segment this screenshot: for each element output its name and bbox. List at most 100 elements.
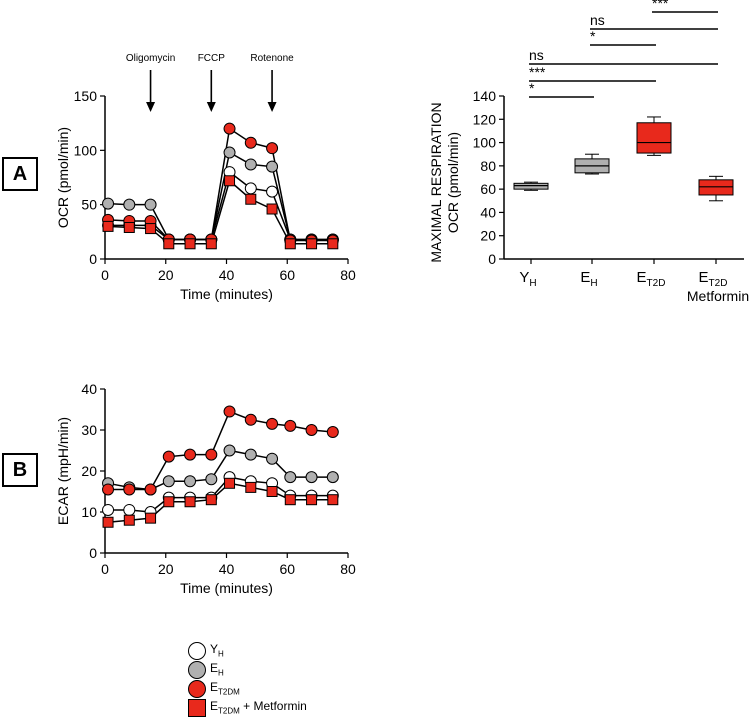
ocr-point: [224, 175, 236, 187]
legend-label: EH: [210, 661, 224, 678]
ecar-point: [163, 496, 175, 508]
ecar-x-tick-label: 40: [219, 561, 235, 577]
significance-label: *: [590, 28, 596, 44]
ecar-series-line: [107, 449, 333, 491]
significance-label: ***: [529, 64, 546, 80]
ocr-series-line: [107, 127, 333, 242]
maxresp-category-label: YH: [519, 269, 536, 289]
legend-circle-marker: [188, 679, 206, 698]
ocr-y-tick-label: 0: [89, 251, 97, 267]
ocr-series-line: [107, 179, 333, 245]
ocr-y-axis-label: OCR (pmol/min): [55, 127, 71, 228]
ocr-point: [123, 198, 136, 211]
ecar-x-tick-label: 80: [340, 561, 356, 577]
panel-label-b: B: [2, 453, 38, 487]
ecar-point: [244, 448, 257, 461]
legend-label: YH: [210, 642, 224, 659]
ecar-point: [205, 448, 218, 461]
ecar-point: [266, 417, 279, 430]
ecar-point: [184, 496, 196, 508]
treatment-arrow-head: [206, 102, 216, 112]
ecar-x-tick-label: 60: [279, 561, 295, 577]
ecar-series-line: [108, 476, 333, 513]
ocr-point: [245, 193, 257, 205]
ocr-point: [266, 185, 279, 198]
ocr-point: [266, 142, 279, 155]
ocr-y-tick-label: 100: [74, 142, 98, 158]
ecar-x-tick-label: 0: [101, 561, 109, 577]
ecar-point: [102, 516, 114, 528]
legend-circle-marker: [188, 660, 206, 679]
ocr-x-tick-label: 80: [340, 267, 356, 283]
maxresp-y-tick-label: 120: [473, 111, 497, 127]
legend-item: ET2DM + Metformin: [188, 698, 307, 717]
ecar-point: [102, 483, 115, 496]
ocr-point: [244, 182, 257, 195]
ecar-point: [284, 471, 297, 484]
ecar-point: [306, 494, 318, 506]
maxresp-y-axis-label: MAXIMAL RESPIRATION: [428, 102, 444, 262]
maxresp-y-tick-label: 60: [480, 181, 496, 197]
ecar-point: [162, 450, 175, 463]
ocr-point: [266, 160, 279, 173]
treatment-arrow-head: [267, 102, 277, 112]
ecar-point: [123, 503, 136, 516]
significance-label: ns: [529, 47, 544, 63]
ecar-point: [327, 494, 339, 506]
maxresp-category-label: EH: [580, 269, 597, 289]
legend-item: YH: [188, 641, 307, 660]
legend-circle-marker: [188, 641, 206, 660]
legend-label: ET2DM: [210, 680, 240, 697]
maxresp-y-tick-label: 20: [480, 228, 496, 244]
ecar-y-tick-label: 10: [81, 504, 97, 520]
ocr-series-line: [107, 151, 333, 241]
ocr-point: [223, 146, 236, 159]
significance-label: ***: [652, 0, 669, 11]
ocr-point: [184, 238, 196, 250]
ecar-point: [184, 448, 197, 461]
ocr-point: [102, 197, 115, 210]
ocr-point: [244, 136, 257, 149]
ecar-point: [223, 405, 236, 418]
ecar-point: [266, 486, 278, 497]
significance-label: ns: [590, 12, 605, 28]
ecar-y-tick-label: 40: [81, 381, 97, 397]
ecar-point: [102, 503, 115, 516]
ocr-point: [144, 198, 157, 211]
legend: YH EH ET2DM ET2DM + Metformin: [188, 641, 307, 717]
ocr-point: [266, 203, 278, 215]
treatment-label: Oligomycin: [126, 53, 175, 64]
ocr-x-tick-label: 40: [219, 267, 235, 283]
treatment-label: Rotenone: [250, 53, 294, 64]
panel-label-a: A: [2, 157, 38, 191]
ecar-point: [326, 426, 339, 439]
ecar-point: [123, 483, 136, 496]
ocr-x-tick-label: 60: [279, 267, 295, 283]
ocr-y-tick-label: 150: [74, 88, 98, 104]
ocr-point: [306, 238, 318, 250]
maxresp-category-label: ET2D: [699, 269, 728, 289]
legend-square-marker: [188, 698, 206, 717]
ecar-point: [305, 424, 318, 436]
maxresp-y-tick-label: 0: [488, 251, 496, 267]
maxresp-y-tick-label: 100: [473, 135, 497, 151]
ecar-y-tick-label: 0: [89, 545, 97, 561]
maxresp-box: [636, 122, 672, 154]
ecar-y-tick-label: 20: [81, 463, 97, 479]
ecar-point: [326, 471, 339, 484]
treatment-label: FCCP: [198, 53, 226, 64]
ecar-point: [223, 444, 236, 457]
maxresp-y-tick-label: 80: [480, 158, 496, 174]
ecar-point: [162, 475, 175, 488]
ocr-point: [205, 238, 217, 250]
ecar-y-tick-label: 30: [81, 422, 97, 438]
ecar-point: [244, 413, 257, 426]
ocr-point: [102, 220, 114, 232]
ocr-point: [244, 158, 257, 171]
maxresp-y-tick-label: 140: [473, 88, 497, 104]
ecar-point: [284, 494, 296, 506]
ocr-point: [123, 221, 135, 233]
legend-item: ET2DM: [188, 679, 307, 698]
ecar-point: [245, 481, 257, 493]
